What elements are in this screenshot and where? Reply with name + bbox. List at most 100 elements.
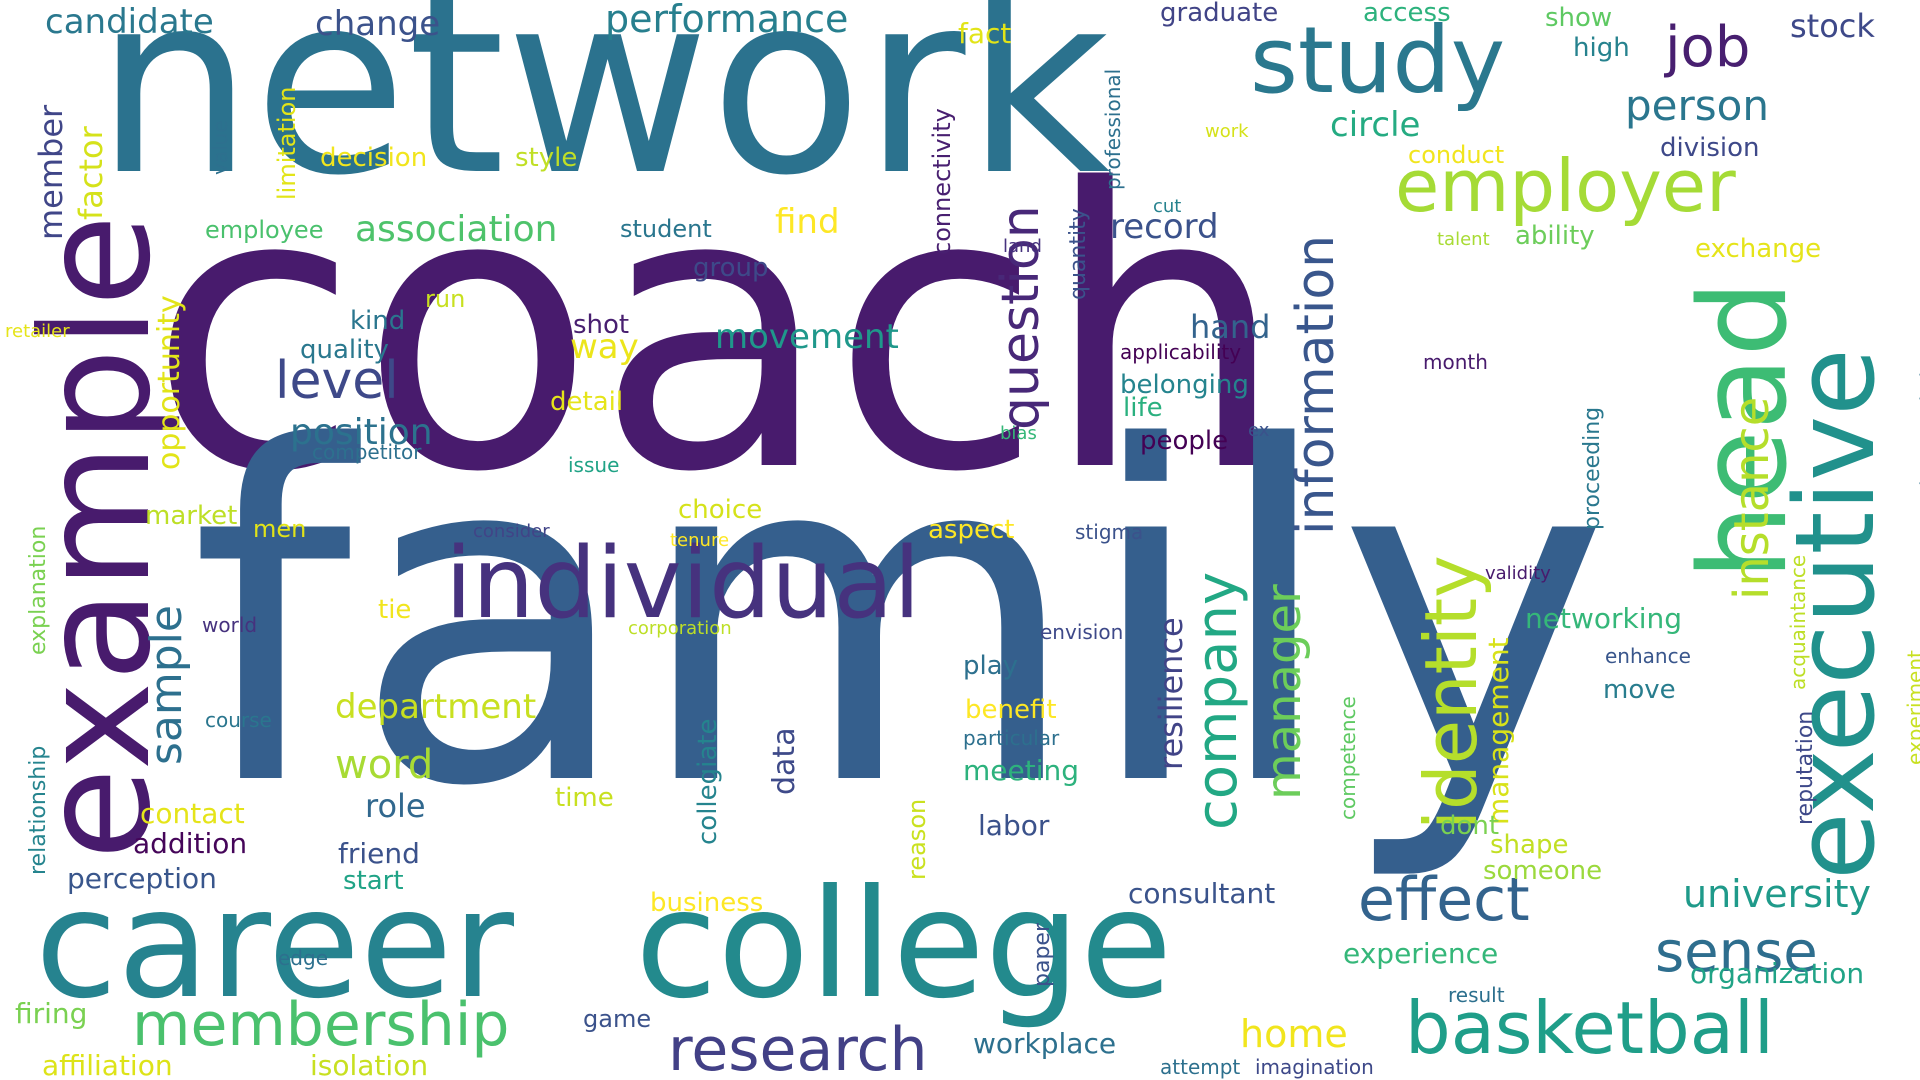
word-result: result	[1448, 983, 1505, 1007]
word-circle: circle	[1330, 105, 1421, 145]
word-college: college	[635, 858, 1173, 1032]
word-benefit: benefit	[965, 695, 1057, 725]
word-data: data	[767, 727, 802, 795]
word-attempt: attempt	[1160, 1055, 1241, 1079]
word-word: word	[335, 742, 434, 788]
word-organization: organization	[1690, 957, 1865, 990]
word-exchange: exchange	[1695, 234, 1822, 264]
word-research: research	[668, 1015, 928, 1080]
word-men: men	[253, 515, 307, 543]
word-reason: reason	[903, 798, 931, 880]
word-imagination: imagination	[1255, 1055, 1374, 1079]
word-department: department	[335, 687, 537, 727]
word-networking: networking	[1525, 602, 1683, 635]
word-particular: particular	[963, 726, 1060, 750]
word-sense: sense	[1655, 920, 1818, 985]
word-group: group	[693, 253, 769, 283]
word-shot: shot	[573, 310, 630, 340]
word-edge: edge	[278, 946, 328, 970]
word-reputation: reputation	[1793, 710, 1818, 825]
word-addition: addition	[133, 827, 248, 860]
word-access: access	[1363, 0, 1451, 28]
word-tenure: tenure	[670, 530, 730, 551]
word-consider: consider	[473, 521, 550, 542]
word-record: record	[1110, 207, 1219, 247]
word-decision: decision	[320, 143, 428, 173]
word-time: time	[555, 783, 614, 813]
word-choice: choice	[678, 495, 763, 525]
word-firing: firing	[15, 997, 88, 1030]
word-meeting: meeting	[963, 754, 1080, 787]
word-information: information	[1286, 234, 1346, 535]
word-people: people	[1140, 426, 1229, 456]
word-opportunity: opportunity	[152, 295, 187, 470]
word-detail: detail	[550, 387, 624, 417]
word-person: person	[1625, 81, 1769, 130]
word-relationship: relationship	[26, 745, 51, 875]
word-stigma: stigma	[1075, 520, 1144, 544]
word-labor: labor	[978, 809, 1050, 842]
word-dont: dont	[1440, 811, 1500, 841]
word-professional: professional	[1101, 68, 1125, 190]
word-way: way	[570, 327, 639, 367]
word-business: business	[650, 888, 764, 918]
word-management: management	[1482, 637, 1515, 825]
word-contact: contact	[140, 797, 245, 830]
word-value: value	[208, 120, 232, 175]
word-level: level	[275, 351, 399, 411]
word-collegiate: collegiate	[693, 718, 723, 846]
word-basketball: basketball	[1405, 986, 1774, 1070]
word-someone: someone	[1483, 856, 1603, 886]
word-move: move	[1603, 675, 1676, 705]
word-work: work	[1205, 121, 1249, 142]
word-corporation: corporation	[628, 618, 732, 639]
word-market: market	[145, 501, 238, 531]
word-division: division	[1660, 133, 1760, 163]
word-cut: cut	[1153, 196, 1182, 217]
word-experiment: experiment	[1903, 650, 1920, 765]
word-world: world	[202, 613, 258, 637]
word-conduct: conduct	[1408, 141, 1505, 169]
word-retailer: retailer	[5, 321, 70, 342]
word-ability: ability	[1515, 221, 1595, 251]
word-run: run	[425, 285, 466, 313]
word-family: family	[190, 352, 1610, 887]
word-paper: paper	[1030, 923, 1055, 987]
word-acquaintance: acquaintance	[1786, 554, 1810, 690]
word-kind: kind	[350, 306, 406, 336]
word-resilience: resilience	[1152, 617, 1190, 770]
word-tie: tie	[378, 595, 412, 625]
word-candidate: candidate	[45, 2, 214, 42]
word-competitor: competitor	[312, 440, 422, 464]
word-talent: talent	[1437, 229, 1490, 250]
word-employee: employee	[205, 216, 324, 244]
word-life: life	[1123, 393, 1163, 423]
word-network: network	[95, 0, 1111, 230]
word-limitation: limitation	[273, 86, 301, 200]
word-isolation: isolation	[310, 1049, 429, 1080]
word-consultant: consultant	[1128, 877, 1276, 910]
word-issue: issue	[568, 453, 620, 477]
word-company: company	[1185, 571, 1250, 830]
word-sample: sample	[141, 605, 192, 765]
word-individual: individual	[445, 527, 921, 641]
word-effect: effect	[1358, 865, 1530, 935]
word-affiliation: affiliation	[42, 1049, 173, 1080]
word-employer: employer	[1395, 144, 1736, 228]
word-course: course	[205, 708, 272, 732]
word-home: home	[1240, 1012, 1348, 1056]
word-enhance: enhance	[1605, 644, 1691, 668]
word-factor: factor	[72, 126, 110, 220]
word-ex: ex	[1248, 420, 1270, 441]
word-friend: friend	[338, 837, 420, 870]
word-envision: envision	[1040, 620, 1124, 644]
word-show: show	[1545, 3, 1613, 33]
word-workplace: workplace	[973, 1027, 1117, 1060]
word-study: study	[1250, 7, 1506, 114]
word-member: member	[32, 104, 70, 240]
word-validity: validity	[1485, 563, 1551, 584]
word-experience: experience	[1343, 937, 1499, 970]
word-play: play	[963, 651, 1019, 681]
word-career: career	[35, 858, 515, 1032]
